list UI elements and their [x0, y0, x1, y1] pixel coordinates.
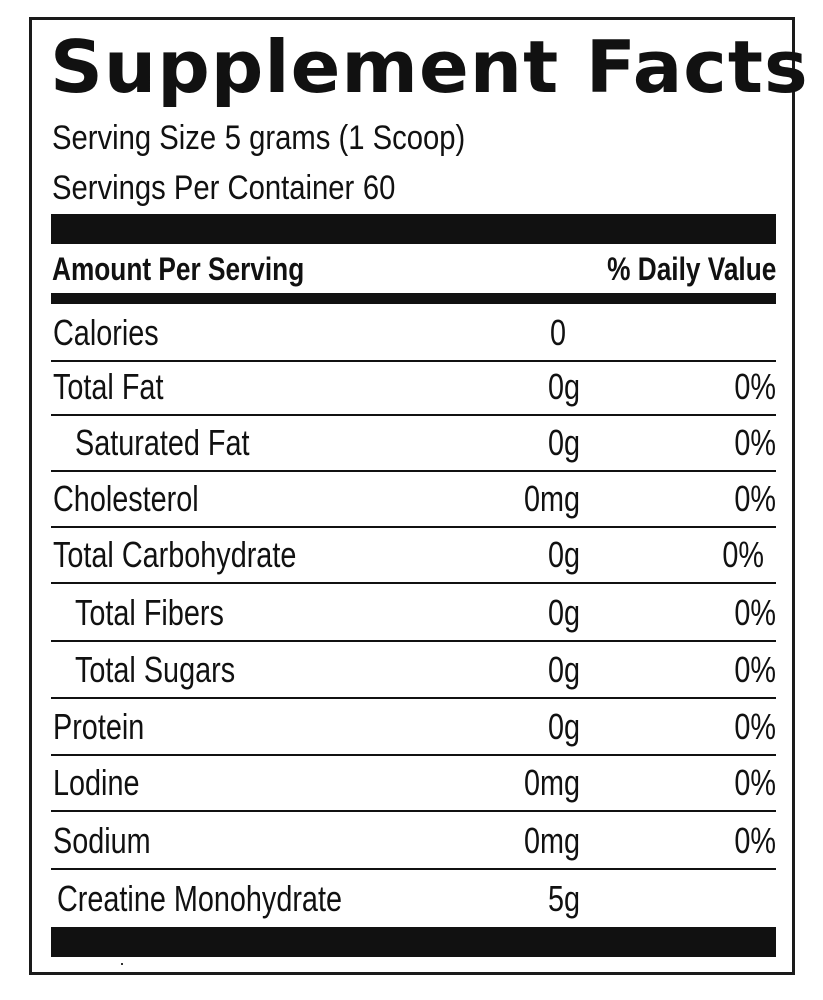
amount-per-serving-header: Amount Per Serving — [52, 251, 305, 287]
nutrient-row-lodine: Lodine 0mg 0% — [51, 754, 776, 812]
nutrient-daily-value: 0% — [734, 762, 776, 803]
nutrient-row-creatine-monohydrate: Creatine Monohydrate 5g — [51, 870, 776, 926]
nutrient-row-total-carbohydrate: Total Carbohydrate 0g 0% — [51, 526, 776, 584]
nutrient-row-calories: Calories 0 — [51, 304, 776, 362]
nutrient-amount: 0g — [547, 592, 580, 633]
nutrient-amount: 0g — [547, 706, 580, 747]
nutrient-amount: 0g — [547, 422, 580, 463]
nutrient-daily-value: 0% — [734, 592, 776, 633]
nutrient-daily-value: 0% — [734, 422, 776, 463]
daily-value-header: % Daily Value — [606, 251, 776, 287]
nutrient-amount: 0mg — [523, 762, 580, 803]
print-speck — [121, 963, 123, 965]
nutrient-row-total-fibers: Total Fibers 0g 0% — [51, 584, 776, 642]
nutrient-name: Cholesterol — [53, 478, 199, 519]
servings-per-container-label: Servings Per Container — [52, 169, 355, 207]
nutrient-row-sodium: Sodium 0mg 0% — [51, 812, 776, 870]
nutrient-name: Total Carbohydrate — [53, 534, 297, 575]
panel-title: Supplement Facts — [50, 25, 809, 109]
nutrient-name: Total Fibers — [75, 592, 224, 633]
serving-size-line: Serving Size 5 grams (1 Scoop) — [52, 118, 465, 158]
nutrient-name: Total Fat — [53, 366, 164, 407]
nutrient-row-protein: Protein 0g 0% — [51, 698, 776, 756]
nutrient-name: Saturated Fat — [75, 422, 250, 463]
nutrient-name: Calories — [53, 312, 159, 353]
serving-size-value: 5 grams (1 Scoop) — [224, 119, 466, 157]
nutrient-row-cholesterol: Cholesterol 0mg 0% — [51, 470, 776, 528]
servings-per-container-value: 60 — [362, 169, 396, 207]
nutrient-name: Total Sugars — [75, 649, 236, 690]
nutrient-daily-value: 0% — [734, 649, 776, 690]
supplement-facts-panel — [29, 17, 795, 975]
nutrient-amount: 0mg — [523, 478, 580, 519]
nutrient-name: Lodine — [53, 762, 140, 803]
nutrient-amount: 0g — [547, 534, 580, 575]
servings-per-container-line: Servings Per Container 60 — [52, 168, 395, 208]
nutrient-amount: 0mg — [523, 820, 580, 861]
nutrient-daily-value: 0% — [734, 366, 776, 407]
serving-size-label: Serving Size — [52, 119, 217, 157]
nutrient-amount: 0 — [549, 312, 566, 353]
nutrient-row-total-sugars: Total Sugars 0g 0% — [51, 641, 776, 699]
nutrient-amount: 0g — [547, 649, 580, 690]
nutrient-amount: 0g — [547, 366, 580, 407]
nutrient-name: Creatine Monohydrate — [57, 878, 342, 919]
nutrient-daily-value: 0% — [734, 820, 776, 861]
nutrient-daily-value: 0% — [722, 534, 764, 575]
bottom-divider-bar — [51, 927, 776, 957]
nutrient-amount: 5g — [547, 878, 580, 919]
nutrient-name: Sodium — [53, 820, 151, 861]
nutrient-name: Protein — [53, 706, 145, 747]
nutrient-daily-value: 0% — [734, 478, 776, 519]
nutrient-row-saturated-fat: Saturated Fat 0g 0% — [51, 414, 776, 472]
nutrient-daily-value: 0% — [734, 706, 776, 747]
header-divider-bar — [51, 293, 776, 304]
nutrient-row-total-fat: Total Fat 0g 0% — [51, 358, 776, 416]
top-divider-bar — [51, 214, 776, 244]
